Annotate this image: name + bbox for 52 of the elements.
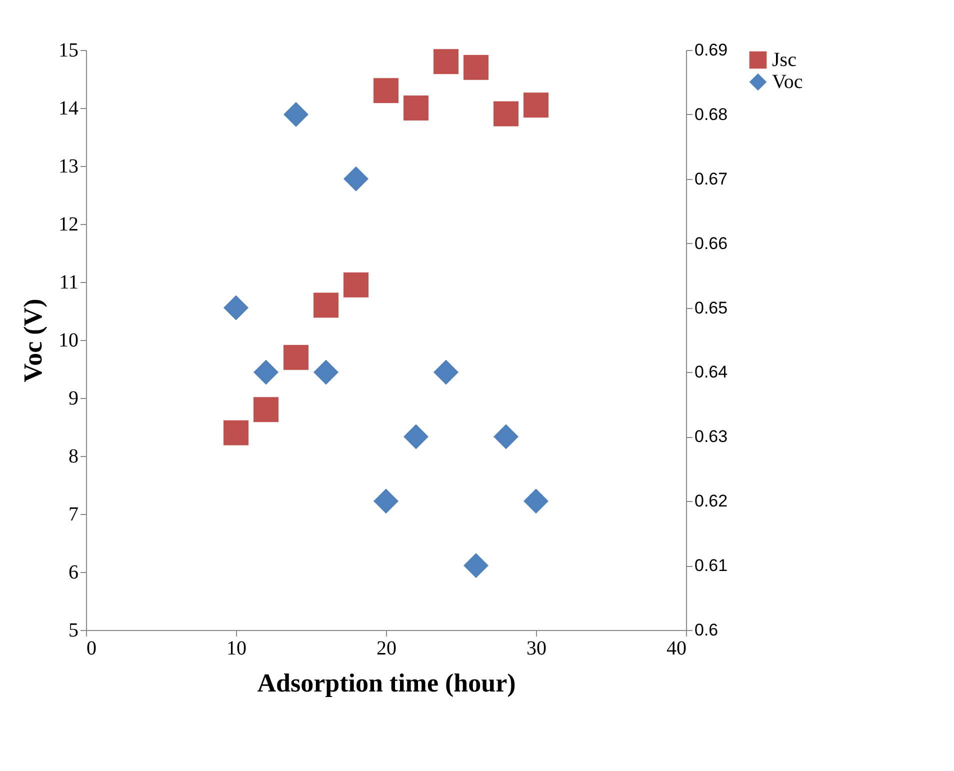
point <box>463 552 489 579</box>
x-tick-label: 20 <box>376 638 396 660</box>
point <box>433 48 459 75</box>
x-tick-label: 0 <box>86 638 96 660</box>
y2-tick-label: 0.68 <box>694 104 728 124</box>
y2-tick-label: 0.67 <box>694 169 728 188</box>
point <box>223 420 249 446</box>
legend-label: Voc <box>772 71 803 93</box>
point <box>523 488 549 514</box>
y2-tick-label: 0.63 <box>694 427 728 446</box>
x-tick-label: 30 <box>526 638 546 660</box>
point <box>403 95 429 121</box>
point <box>223 294 249 321</box>
y-tick-label: 14 <box>58 98 78 120</box>
y-tick-label: 13 <box>58 156 78 178</box>
x-tick-label: 10 <box>226 638 246 660</box>
y-tick-label: 7 <box>68 504 78 526</box>
point <box>463 54 489 80</box>
y2-tick-label: 0.69 <box>694 40 728 60</box>
point <box>493 100 519 127</box>
y-tick-label: 6 <box>68 562 78 584</box>
point <box>343 166 369 192</box>
y2-tick-label: 0.66 <box>694 234 728 253</box>
point <box>253 396 279 423</box>
point <box>373 488 399 514</box>
y2-tick-label: 0.6 <box>694 620 718 640</box>
legend-label: Jsc <box>772 49 797 71</box>
y-axis-title: Voc (V) <box>18 298 48 382</box>
y-tick-label: 8 <box>68 446 78 468</box>
y-tick-label: 10 <box>58 330 78 352</box>
point <box>403 424 429 450</box>
y2-tick-label: 0.65 <box>694 298 728 318</box>
y2-tick-label: 0.61 <box>694 556 728 576</box>
point <box>493 424 519 450</box>
y2-tick-label: 0.64 <box>694 362 728 382</box>
point <box>433 359 459 386</box>
point <box>373 78 399 104</box>
y-tick-label: 9 <box>68 388 78 410</box>
point <box>313 359 339 386</box>
y-tick-label: 5 <box>68 620 78 642</box>
point <box>283 344 309 370</box>
y2-tick-label: 0.62 <box>694 492 728 511</box>
point <box>523 92 549 118</box>
x-tick-label: 40 <box>666 638 686 660</box>
point <box>283 101 309 128</box>
x-axis-title: Adsorption time (hour) <box>257 668 516 698</box>
point <box>253 359 279 386</box>
point <box>313 292 339 318</box>
y-tick-label: 15 <box>58 40 78 62</box>
point <box>343 272 369 298</box>
y-tick-label: 11 <box>59 272 78 294</box>
y-tick-label: 12 <box>58 214 78 236</box>
